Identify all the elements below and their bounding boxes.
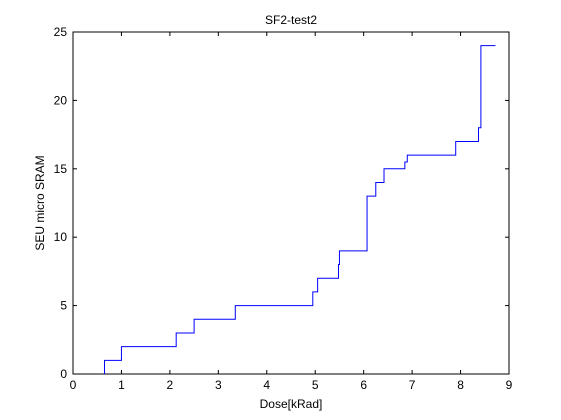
x-tick-label: 3 (215, 378, 222, 392)
y-tick-label: 20 (54, 93, 68, 107)
series-line (103, 45, 496, 374)
chart-title: SF2-test2 (265, 13, 317, 27)
x-tick-label: 6 (360, 378, 367, 392)
y-tick-label: 0 (60, 367, 67, 381)
x-tick-label: 8 (457, 378, 464, 392)
y-tick-label: 15 (54, 162, 68, 176)
x-tick-label: 5 (312, 378, 319, 392)
x-axis-ticks: 0 1 2 3 4 5 6 7 8 9 (70, 32, 513, 392)
plot-area (72, 31, 510, 375)
y-tick-label: 25 (54, 25, 68, 39)
x-tick-label: 0 (70, 378, 77, 392)
y-tick-label: 10 (54, 230, 68, 244)
y-tick-label: 5 (60, 299, 67, 313)
y-axis-label: SEU micro SRAM (33, 155, 47, 250)
x-tick-label: 9 (506, 378, 513, 392)
x-tick-label: 1 (118, 378, 125, 392)
x-tick-label: 4 (263, 378, 270, 392)
x-axis-label: Dose[kRad] (260, 397, 323, 411)
x-tick-label: 2 (167, 378, 174, 392)
x-tick-label: 7 (409, 378, 416, 392)
y-axis-ticks: 0 5 10 15 20 25 (54, 25, 509, 381)
